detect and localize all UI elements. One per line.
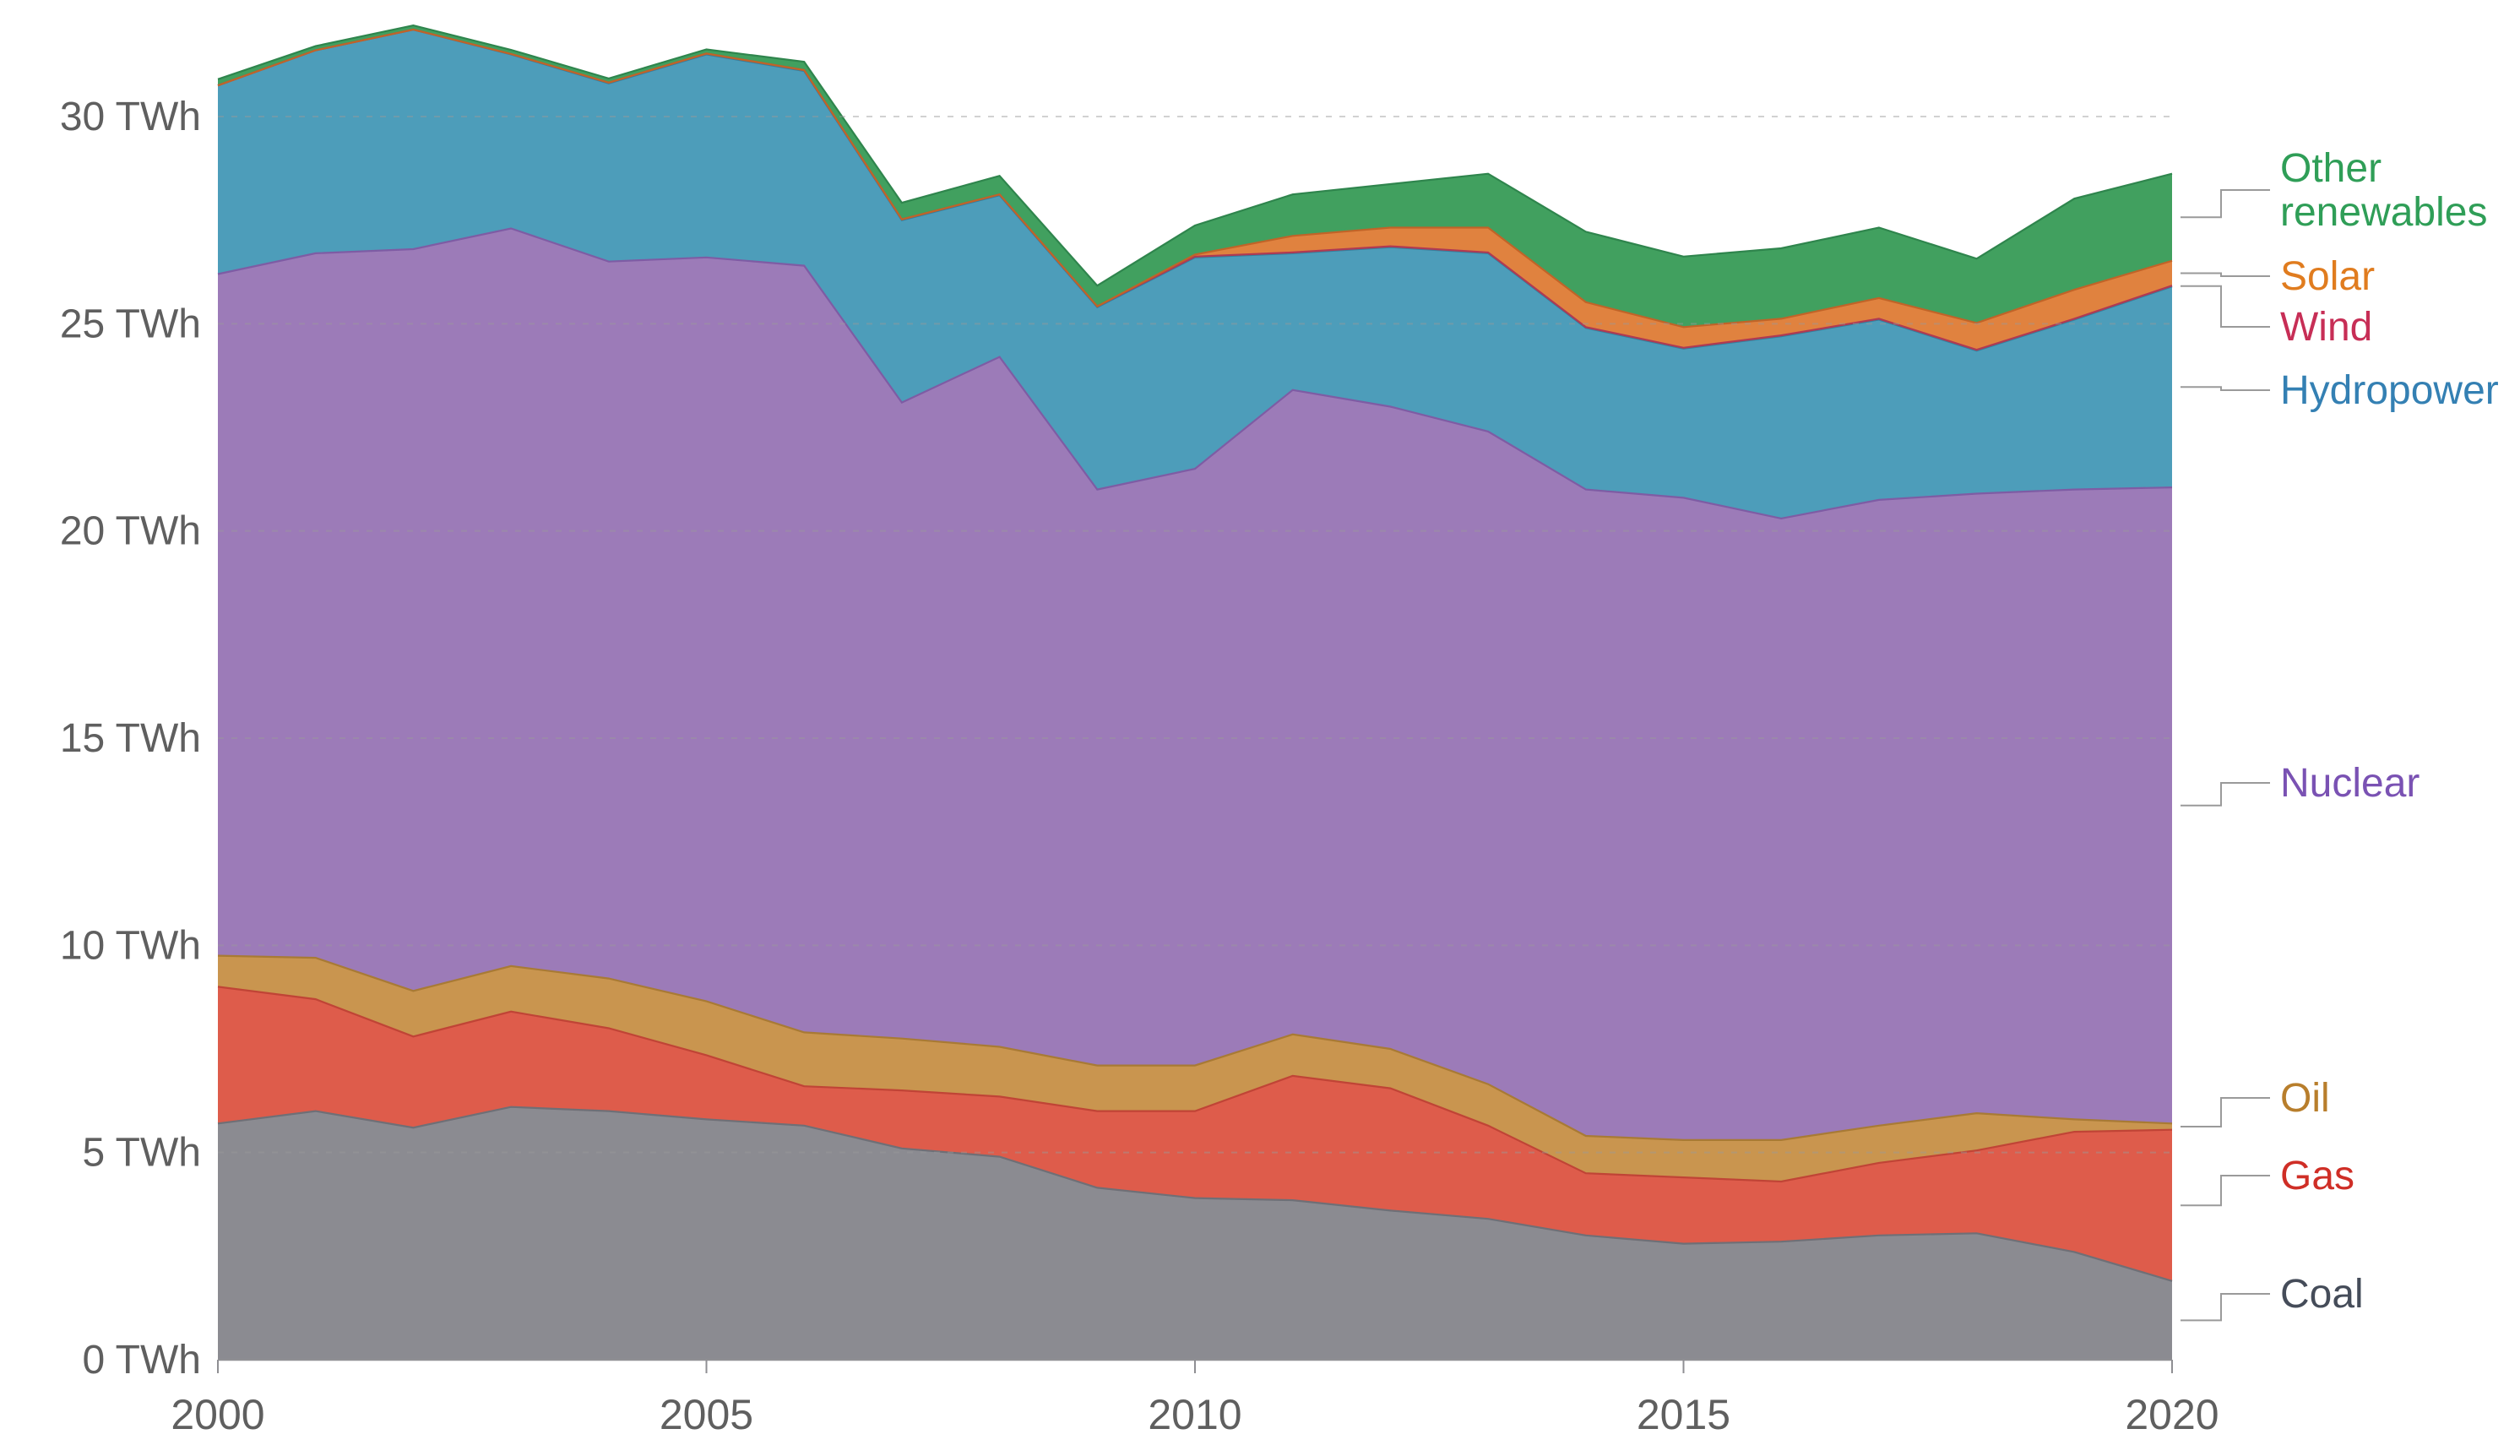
legend-connector-other_renewables — [2181, 189, 2270, 219]
y-axis-label-15: 15 TWh — [60, 716, 201, 761]
legend-label-line: Coal — [2280, 1272, 2364, 1317]
area-hydropower[interactable] — [218, 30, 2172, 519]
x-axis-label-2000: 2000 — [171, 1391, 264, 1438]
area-other_renewables[interactable] — [218, 25, 2172, 328]
area-oil[interactable] — [218, 955, 2172, 1182]
legend-label-line: Other — [2280, 146, 2382, 191]
legend-label-wind[interactable]: Wind — [2280, 305, 2372, 350]
legend-connector-hydropower — [2181, 386, 2270, 391]
legend-label-line: Nuclear — [2280, 761, 2420, 806]
legend-label-oil[interactable]: Oil — [2280, 1076, 2330, 1121]
area-gas[interactable] — [218, 986, 2172, 1281]
legend-label-solar[interactable]: Solar — [2280, 254, 2375, 299]
x-axis-label-2020: 2020 — [2125, 1391, 2219, 1438]
legend-connector-wind — [2181, 285, 2270, 328]
y-axis-label-10: 10 TWh — [60, 923, 201, 968]
x-axis-label-2010: 2010 — [1148, 1391, 1241, 1438]
legend-connector-oil — [2181, 1097, 2270, 1127]
legend-label-hydropower[interactable]: Hydropower — [2280, 368, 2499, 413]
legend-label-line: renewables — [2280, 190, 2487, 235]
legend-label-line: Solar — [2280, 254, 2375, 299]
legend-label-gas[interactable]: Gas — [2280, 1154, 2354, 1198]
area-edge-other_renewables — [217, 24, 2173, 287]
legend-label-line: Gas — [2280, 1154, 2354, 1198]
y-axis-label-5: 5 TWh — [83, 1131, 201, 1176]
legend-label-nuclear[interactable]: Nuclear — [2280, 761, 2420, 806]
x-axis-label-2015: 2015 — [1637, 1391, 1730, 1438]
y-axis-label-0: 0 TWh — [83, 1338, 201, 1383]
area-edge-solar — [217, 28, 2173, 329]
y-axis-label-25: 25 TWh — [60, 302, 201, 346]
legend-label-line: Wind — [2280, 305, 2372, 350]
area-nuclear[interactable] — [218, 228, 2172, 1140]
legend-connector-nuclear — [2181, 782, 2270, 807]
area-edge-nuclear — [217, 227, 2173, 520]
legend-label-other_renewables[interactable]: Other renewables — [2280, 146, 2487, 235]
x-axis-label-2005: 2005 — [660, 1391, 753, 1438]
y-axis-label-30: 30 TWh — [60, 95, 201, 139]
legend-label-line: Oil — [2280, 1076, 2330, 1121]
area-edge-coal — [217, 1106, 2173, 1282]
legend-connector-solar — [2181, 272, 2270, 277]
legend-label-coal[interactable]: Coal — [2280, 1272, 2364, 1317]
area-edge-gas — [217, 986, 2173, 1183]
legend-label-line: Hydropower — [2280, 368, 2499, 413]
y-axis-label-20: 20 TWh — [60, 509, 201, 554]
legend-connector-coal — [2181, 1293, 2270, 1322]
area-coal[interactable] — [218, 1106, 2172, 1360]
area-edge-oil — [217, 954, 2173, 1142]
legend-connector-gas — [2181, 1175, 2270, 1207]
